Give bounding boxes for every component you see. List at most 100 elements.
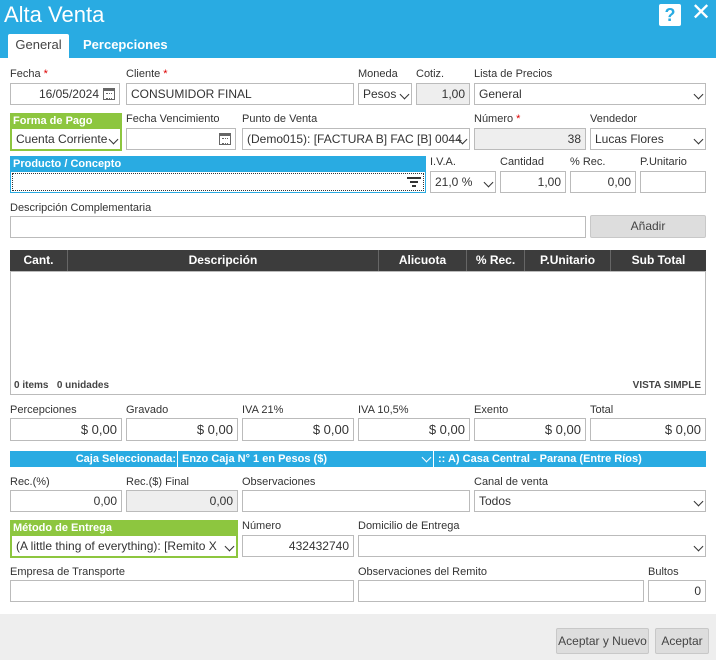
iva105-value: $ 0,00 [358,418,470,441]
cotiz-label: Cotiz. [416,68,445,80]
iva105-label: IVA 10,5% [358,404,409,416]
chevron-down-icon [693,134,704,145]
empresa-label: Empresa de Transporte [10,566,125,578]
col-punitario[interactable]: P.Unitario [525,250,611,271]
cantidad-label: Cantidad [500,156,545,168]
lista-precios-label: Lista de Precios [474,68,553,80]
entrega-numero-input[interactable]: 432432740 [242,535,354,557]
percepciones-label: Percepciones [10,404,77,416]
moneda-label: Moneda [358,68,398,80]
rec-final-input[interactable]: 0,00 [126,490,238,512]
accept-new-button[interactable]: Aceptar y Nuevo [556,628,649,654]
iva-label: I.V.A. [430,156,456,168]
rec-final-label: Rec.($) Final [126,476,189,488]
fecha-vencimiento-input[interactable] [126,128,236,150]
producto-input[interactable] [10,171,426,193]
percepciones-value: $ 0,00 [10,418,122,441]
forma-pago-frame [10,127,122,151]
calendar-icon[interactable] [103,88,115,100]
col-rec[interactable]: % Rec. [467,250,525,271]
vendedor-select[interactable]: Lucas Flores [590,128,706,150]
cliente-input[interactable]: CONSUMIDOR FINAL [126,83,354,105]
close-icon[interactable]: ✕ [690,0,712,26]
numero-input[interactable]: 38 [474,128,586,150]
rec-input[interactable]: 0,00 [570,171,636,193]
dialog-footer: Aceptar y Nuevo Aceptar [0,614,716,660]
tab-general[interactable]: General [8,34,69,58]
vendedor-label: Vendedor [590,113,638,125]
cotiz-input[interactable]: 1,00 [416,83,470,105]
items-grid[interactable]: 0 items 0 unidades VISTA SIMPLE [10,271,706,395]
chevron-down-icon [693,89,704,100]
numero-label: Número * [474,113,521,125]
canal-label: Canal de venta [474,476,548,488]
punitario-label: P.Unitario [640,156,687,168]
window-header: Alta Venta ? ✕ General Percepciones [0,0,716,58]
window-title: Alta Venta [4,2,105,27]
chevron-down-icon [108,134,119,145]
desc-comp-input[interactable] [10,216,586,238]
obs-remito-input[interactable] [358,580,644,602]
chevron-down-icon [693,496,704,507]
fecha-input[interactable]: 16/05/2024 [10,83,120,105]
forma-pago-label: Forma de Pago [10,113,122,129]
entrega-numero-label: Número [242,520,282,532]
desc-comp-label: Descripción Complementaria [10,202,152,214]
domicilio-label: Domicilio de Entrega [358,520,460,532]
caja-label: Caja Seleccionada: [75,453,176,465]
iva21-label: IVA 21% [242,404,284,416]
lista-precios-select[interactable]: General [474,83,706,105]
rec-label: % Rec. [570,156,606,168]
punitario-input[interactable] [640,171,706,193]
empresa-input[interactable] [10,580,354,602]
chevron-down-icon [421,452,432,463]
bultos-input[interactable]: 0 [648,580,706,602]
iva-select[interactable]: 21,0 % [430,171,496,193]
fecha-vencimiento-label: Fecha Vencimiento [126,113,220,125]
rec-pct-input[interactable]: 0,00 [10,490,122,512]
add-button[interactable]: Añadir [590,215,706,238]
iva21-value: $ 0,00 [242,418,354,441]
grid-summary: 0 items 0 unidades [14,380,110,391]
gravado-label: Gravado [126,404,169,416]
calendar-icon[interactable] [219,133,231,145]
col-descripcion[interactable]: Descripción [68,250,379,271]
canal-select[interactable]: Todos [474,490,706,512]
help-icon[interactable]: ? [659,4,681,26]
caja-bar: Caja Seleccionada: Enzo Caja N° 1 en Pes… [10,451,706,467]
filter-icon[interactable] [407,176,421,188]
metodo-entrega-label: Método de Entrega [10,520,238,536]
total-value: $ 0,00 [590,418,706,441]
chevron-down-icon [224,541,235,552]
chevron-down-icon [399,89,410,100]
producto-label: Producto / Concepto [10,156,426,172]
grid-header: Cant. Descripción Alicuota % Rec. P.Unit… [10,250,706,271]
accept-button[interactable]: Aceptar [655,628,709,654]
total-label: Total [590,404,614,416]
bultos-label: Bultos [648,566,679,578]
cantidad-input[interactable]: 1,00 [500,171,566,193]
domicilio-select[interactable] [358,535,706,557]
observaciones-input[interactable] [242,490,470,512]
col-subtotal[interactable]: Sub Total [631,253,686,267]
gravado-value: $ 0,00 [126,418,238,441]
exento-label: Exento [474,404,509,416]
col-alicuota[interactable]: Alicuota [379,250,467,271]
cliente-label: Cliente * [126,68,168,80]
tab-percepciones[interactable]: Percepciones [83,37,168,52]
chevron-down-icon [483,177,494,188]
fecha-label: Fecha * [10,68,48,80]
punto-venta-label: Punto de Venta [242,113,318,125]
obs-remito-label: Observaciones del Remito [358,566,488,578]
forma-pago-select[interactable]: Cuenta Corriente [12,129,120,149]
metodo-entrega-select[interactable]: (A little thing of everything): [Remito … [12,536,236,556]
rec-pct-label: Rec.(%) [10,476,50,488]
view-mode-link[interactable]: VISTA SIMPLE [632,380,701,391]
observaciones-label: Observaciones [242,476,316,488]
chevron-down-icon [693,541,704,552]
moneda-select[interactable]: Pesos [358,83,412,105]
metodo-entrega-frame [10,534,238,558]
punto-venta-select[interactable]: (Demo015): [FACTURA B] FAC [B] 0044 [242,128,470,150]
col-cant[interactable]: Cant. [10,250,68,271]
caja-select[interactable]: Enzo Caja N° 1 en Pesos ($) [177,451,434,467]
